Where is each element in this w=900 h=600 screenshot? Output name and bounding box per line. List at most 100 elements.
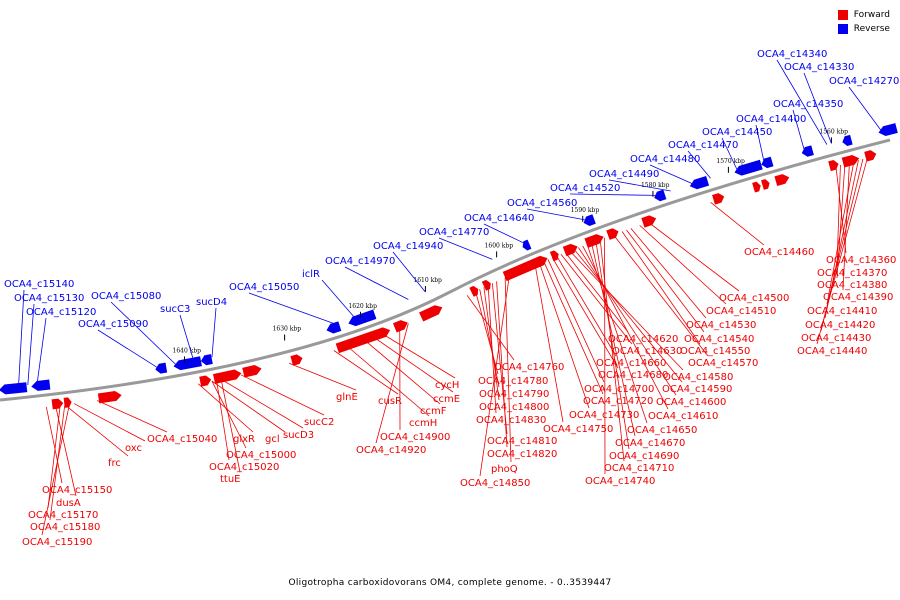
- gene-label-reverse: sucD4: [196, 297, 227, 308]
- leader-line: [547, 259, 605, 383]
- gene-label-forward: OCA4_c14570: [688, 358, 758, 369]
- leader-line: [45, 406, 63, 484]
- forward-gene-block-3: [199, 375, 212, 387]
- gene-label-forward: OCA4_c14660: [596, 358, 666, 369]
- gene-label-forward: gcl: [265, 434, 280, 445]
- leader-line: [565, 252, 629, 333]
- gene-label-forward: OCA4_c14920: [356, 445, 426, 456]
- forward-gene-block-20: [761, 179, 770, 190]
- gene-label-forward: OCA4_c14760: [494, 362, 564, 373]
- gene-label-reverse: OCA4_c14270: [829, 76, 899, 87]
- legend-forward: Forward: [837, 8, 890, 22]
- leader-line: [211, 307, 217, 358]
- leader-line: [211, 380, 247, 449]
- gene-label-forward: OCA4_c15000: [226, 450, 296, 461]
- forward-gene-block-8: [392, 320, 408, 333]
- gene-label-forward: OCA4_c14510: [706, 306, 776, 317]
- gene-label-reverse: OCA4_c14340: [757, 49, 827, 60]
- leader-line: [392, 251, 426, 293]
- forward-gene-block-14: [562, 243, 578, 257]
- gene-label-reverse: OCA4_c15050: [229, 282, 299, 293]
- legend: Forward Reverse: [837, 8, 890, 36]
- gene-label-reverse: OCA4_c15080: [91, 291, 161, 302]
- forward-gene-block-0: [51, 398, 64, 410]
- forward-gene-block-9: [419, 305, 443, 322]
- axis-tick-label: 1630 kbp: [273, 325, 302, 332]
- reverse-genes: [0, 123, 898, 395]
- leader-line: [551, 257, 619, 369]
- reverse-swatch: [837, 24, 848, 34]
- forward-gene-block-5: [242, 365, 262, 378]
- gene-label-forward: OCA4_c14410: [807, 306, 877, 317]
- gene-label-forward: OCA4_c14700: [584, 384, 654, 395]
- leader-line: [346, 345, 430, 417]
- leader-line: [27, 303, 35, 386]
- axis-ticks: 1560 kbp 1570 kbp 1580 kbp 1590 kbp 1600 kbp…: [173, 128, 848, 363]
- axis-tick-label: 1610 kbp: [413, 277, 442, 284]
- gene-label-reverse: OCA4_c14940: [373, 241, 443, 252]
- gene-label-forward: oxc: [125, 443, 142, 454]
- leader-line: [333, 350, 399, 395]
- gene-label-reverse: sucC3: [160, 304, 190, 315]
- leader-line: [630, 228, 707, 319]
- gene-label-reverse: iclR: [302, 269, 320, 280]
- leader-line: [586, 244, 648, 424]
- gene-label-reverse: OCA4_c14640: [464, 213, 534, 224]
- leader-line: [613, 234, 709, 357]
- gene-label-forward: OCA4_c14500: [719, 293, 789, 304]
- axis-tick-label: 1570 kbp: [716, 158, 745, 165]
- reverse-gene-block-2: [155, 362, 168, 374]
- forward-gene-block-12: [502, 255, 548, 282]
- gene-label-reverse: OCA4_c14330: [784, 62, 854, 73]
- gene-label-forward: OCA4_c14540: [684, 334, 754, 345]
- gene-label-reverse: OCA4_c14400: [736, 114, 806, 125]
- gene-label-reverse: OCA4_c14970: [325, 256, 395, 267]
- reverse-gene-block-14: [842, 134, 853, 146]
- forward-gene-block-4: [213, 369, 242, 384]
- leader-line: [64, 404, 129, 457]
- leader-line: [321, 279, 357, 320]
- gene-label-forward: ccmH: [409, 418, 437, 429]
- forward-gene-block-23: [841, 155, 860, 168]
- reverse-gene-block-12: [761, 156, 774, 169]
- reverse-gene-block-6: [348, 309, 377, 327]
- forward-gene-block-11: [481, 279, 491, 291]
- leader-line: [826, 161, 855, 305]
- gene-label-forward: OCA4_c14900: [380, 432, 450, 443]
- forward-gene-block-17: [641, 215, 657, 228]
- gene-label-forward: OCA4_c14740: [585, 476, 655, 487]
- leader-line: [848, 86, 882, 131]
- leader-line: [438, 237, 493, 260]
- leader-line: [18, 289, 25, 387]
- gene-label-forward: ccmE: [433, 394, 460, 405]
- leader-line: [483, 223, 527, 245]
- leader-line: [569, 250, 684, 371]
- leader-line: [41, 404, 70, 536]
- gene-label-forward: OCA4_c14810: [487, 436, 557, 447]
- leader-line: [539, 262, 590, 409]
- gene-label-reverse: OCA4_c15120: [26, 307, 96, 318]
- axis-tick-label: 1560 kbp: [819, 128, 848, 135]
- gene-label-forward: OCA4_c14780: [478, 376, 548, 387]
- axis-tick-label: 1600 kbp: [485, 242, 514, 249]
- leader-line: [534, 264, 564, 423]
- leader-line: [608, 179, 671, 192]
- gene-label-reverse: OCA4_c14480: [630, 154, 700, 165]
- leader-line: [373, 336, 454, 393]
- gene-label-forward: OCA4_c15170: [28, 510, 98, 521]
- legend-reverse-label: Reverse: [853, 24, 890, 34]
- leader-line: [835, 166, 847, 254]
- gene-label-forward: OCA4_c14690: [609, 451, 679, 462]
- gene-label-forward: OCA4_c15150: [42, 485, 112, 496]
- leader-line: [710, 201, 765, 246]
- reverse-gene-block-7: [522, 239, 532, 251]
- gene-label-forward: OCA4_c15180: [30, 522, 100, 533]
- gene-label-forward: OCA4_c14750: [543, 424, 613, 435]
- leader-line: [344, 266, 409, 300]
- forward-gene-block-6: [290, 354, 303, 366]
- gene-label-forward: ccmF: [420, 406, 447, 417]
- gene-label-forward: OCA4_c14420: [805, 320, 875, 331]
- leader-line: [578, 247, 677, 396]
- leader-line: [288, 362, 357, 391]
